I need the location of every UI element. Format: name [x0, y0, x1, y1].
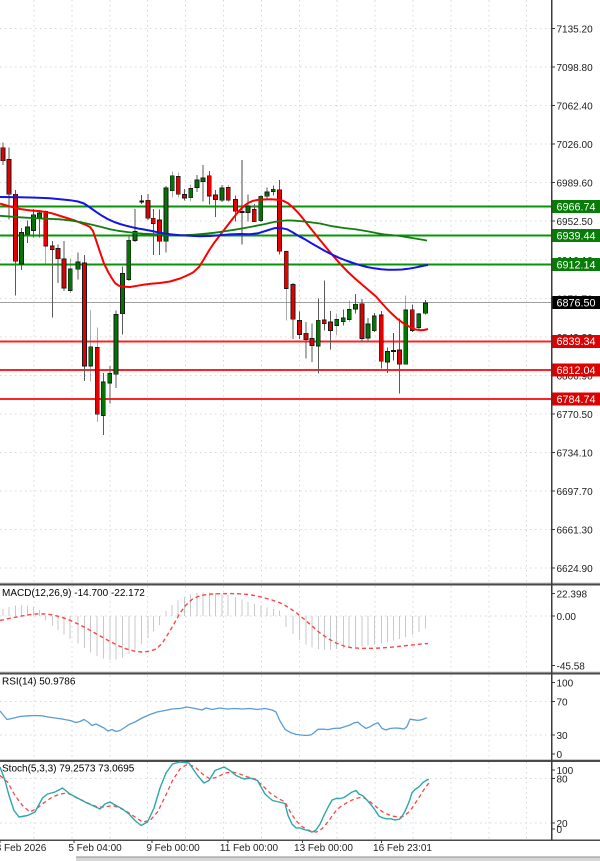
svg-text:0: 0 — [557, 750, 563, 761]
svg-text:6876.50: 6876.50 — [557, 297, 596, 309]
svg-text:9 Feb 00:00: 9 Feb 00:00 — [146, 843, 200, 854]
svg-text:6989.60: 6989.60 — [557, 179, 594, 190]
svg-text:13 Feb 00:00: 13 Feb 00:00 — [294, 843, 353, 854]
svg-text:80: 80 — [557, 775, 569, 786]
svg-text:6770.50: 6770.50 — [557, 410, 594, 421]
svg-text:100: 100 — [557, 679, 574, 690]
svg-text:7026.00: 7026.00 — [557, 140, 594, 151]
svg-text:6952.50: 6952.50 — [557, 217, 594, 228]
svg-text:6661.30: 6661.30 — [557, 526, 594, 537]
svg-text:6966.74: 6966.74 — [557, 201, 596, 213]
svg-text:3 Feb 2026: 3 Feb 2026 — [0, 843, 47, 854]
svg-text:7135.20: 7135.20 — [557, 25, 594, 36]
svg-text:0.00: 0.00 — [557, 612, 577, 623]
svg-text:0: 0 — [557, 825, 563, 836]
svg-text:30: 30 — [557, 731, 569, 742]
svg-text:16 Feb 23:01: 16 Feb 23:01 — [373, 843, 432, 854]
svg-text:70: 70 — [557, 698, 569, 709]
svg-text:MACD(12,26,9) -14.700 -22.172: MACD(12,26,9) -14.700 -22.172 — [2, 588, 145, 599]
svg-text:6624.90: 6624.90 — [557, 564, 594, 575]
svg-text:6734.10: 6734.10 — [557, 448, 594, 459]
svg-text:22.398: 22.398 — [557, 589, 588, 600]
svg-text:6812.04: 6812.04 — [557, 365, 596, 377]
svg-text:7098.80: 7098.80 — [557, 63, 594, 74]
svg-text:RSI(14) 50.9786: RSI(14) 50.9786 — [2, 677, 76, 688]
svg-text:6839.34: 6839.34 — [557, 336, 596, 348]
svg-text:6697.70: 6697.70 — [557, 487, 594, 498]
svg-text:6939.44: 6939.44 — [557, 230, 596, 242]
svg-text:-45.58: -45.58 — [557, 662, 586, 673]
svg-text:7062.40: 7062.40 — [557, 102, 594, 113]
svg-text:6806.90: 6806.90 — [557, 371, 594, 382]
svg-text:20: 20 — [557, 819, 569, 830]
svg-text:11 Feb 00:00: 11 Feb 00:00 — [220, 843, 279, 854]
svg-text:6784.74: 6784.74 — [557, 394, 596, 406]
svg-text:6912.14: 6912.14 — [557, 260, 596, 272]
svg-text:100: 100 — [557, 766, 574, 777]
svg-text:Stoch(5,3,3) 79.2573 73.0695: Stoch(5,3,3) 79.2573 73.0695 — [2, 764, 135, 775]
svg-text:5 Feb 04:00: 5 Feb 04:00 — [68, 843, 122, 854]
